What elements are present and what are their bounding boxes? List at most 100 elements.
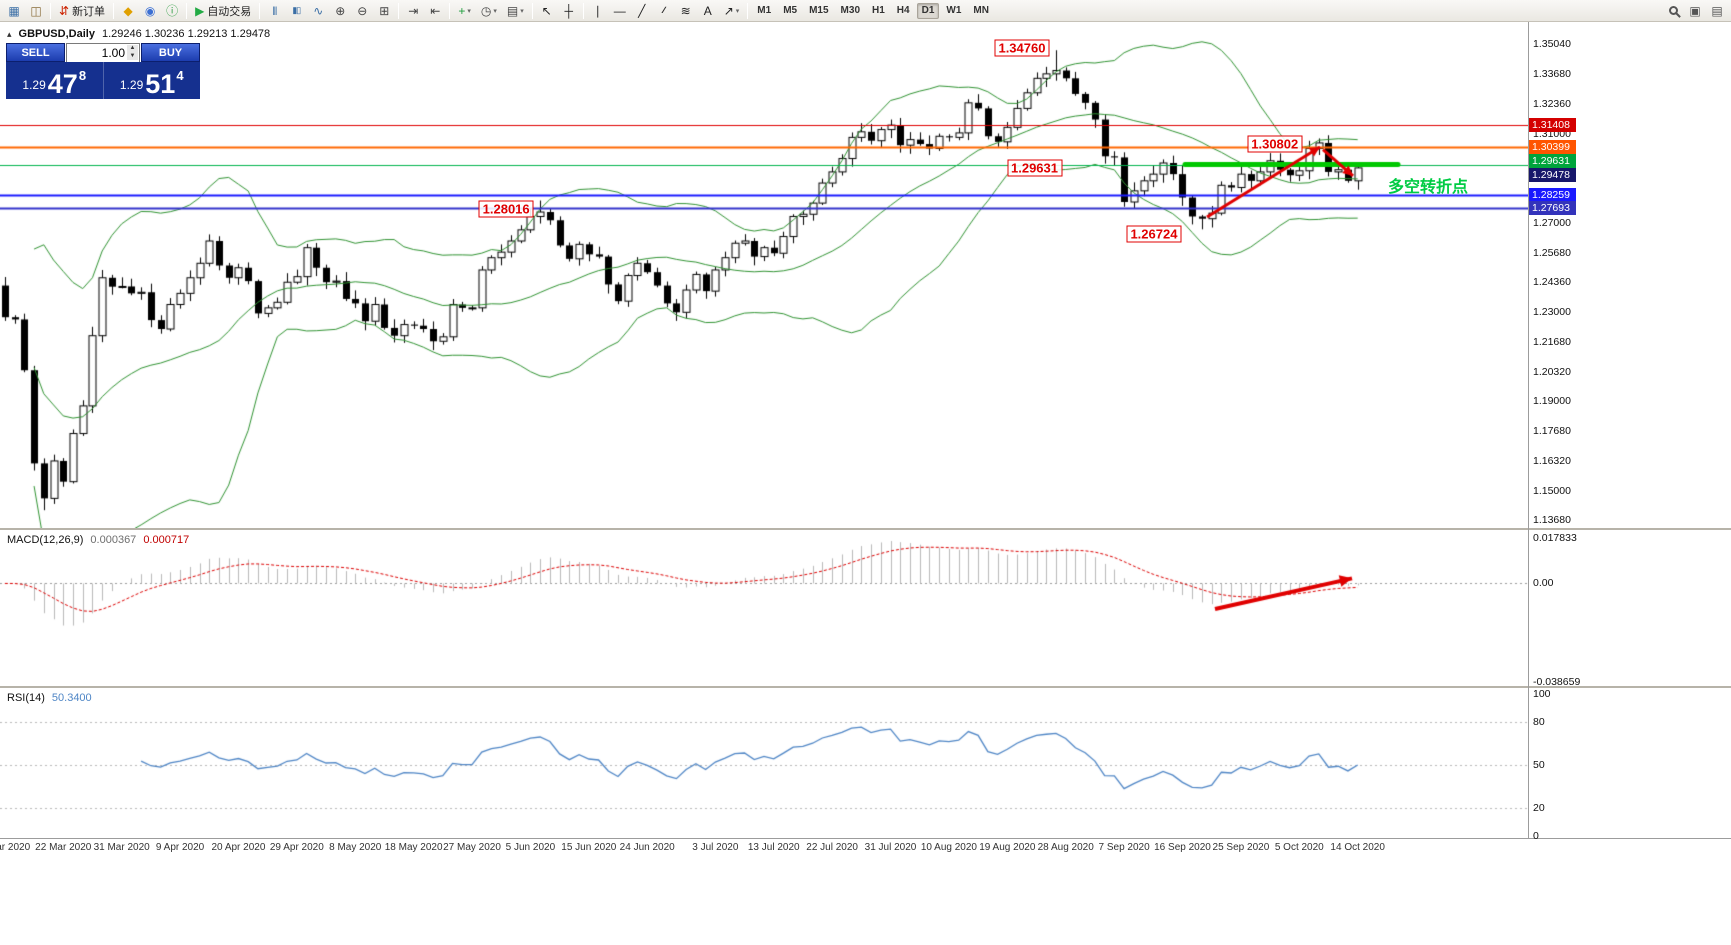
volume-input[interactable]: [67, 44, 139, 62]
buy-price-sup: 4: [176, 68, 184, 83]
buy-button[interactable]: BUY: [141, 43, 200, 62]
auto-scroll-icon[interactable]: ⇥: [403, 2, 423, 20]
periods-icon[interactable]: ◷ ▾: [477, 2, 501, 20]
timeframe-w1[interactable]: W1: [946, 5, 962, 16]
profiles-icon[interactable]: ◫: [26, 2, 46, 20]
rsi-axis-label: 0: [1533, 830, 1539, 842]
search-icon[interactable]: [1663, 2, 1683, 20]
price-axis-tick: 1.15000: [1533, 484, 1571, 497]
zoom-in-icon[interactable]: ⊕: [330, 2, 350, 20]
price-axis-marker: 1.28259: [1529, 188, 1576, 203]
chart-shift-icon[interactable]: ⇤: [425, 2, 445, 20]
timeframe-m15[interactable]: M15: [809, 5, 829, 16]
price-axis-tick: 1.13680: [1533, 514, 1571, 526]
toolbar-separator: [113, 2, 115, 19]
horizontal-line-icon[interactable]: ―: [610, 2, 630, 20]
trendline-icon[interactable]: ╱: [632, 2, 652, 20]
auto-scroll-icon: ⇥: [408, 3, 419, 18]
timeframe-d1[interactable]: D1: [916, 2, 940, 19]
community-icon[interactable]: ◉: [140, 2, 160, 20]
arrows-icon[interactable]: ↗ ▾: [720, 2, 744, 20]
new-order-button: ⇵: [59, 3, 70, 18]
spin-down-icon[interactable]: ▼: [129, 53, 136, 59]
toolbar-separator: [50, 2, 51, 19]
crosshair-icon: ┼: [564, 3, 573, 18]
toolbar-separator: [259, 2, 261, 19]
sell-button[interactable]: SELL: [6, 43, 65, 62]
zoom-in-icon: ⊕: [335, 3, 346, 18]
volume-field: ▲▼: [66, 43, 140, 62]
indicators-icon[interactable]: + ▾: [454, 2, 475, 20]
autotrading-button-label: 自动交易: [207, 5, 252, 18]
bar-chart-icon: |||: [272, 5, 277, 15]
buy-price[interactable]: 1.29 51 4: [102, 62, 201, 99]
macd-indicator-canvas[interactable]: [0, 530, 1528, 686]
price-axis-tick: 1.21680: [1533, 335, 1571, 348]
macd-axis-label: -0.038659: [1533, 676, 1581, 688]
macd-signal-value: 0.000717: [143, 534, 190, 546]
zoom-out-icon: ⊖: [357, 3, 368, 18]
data-window-icon[interactable]: ▤: [1707, 2, 1727, 20]
date-axis-label: 27 May 2020: [443, 842, 501, 853]
sell-price[interactable]: 1.29 47 8: [6, 62, 103, 99]
new-order-button-label: 新订单: [72, 5, 106, 18]
price-axis-tick: 1.20320: [1533, 366, 1571, 379]
help-icon[interactable]: ⓘ: [162, 2, 182, 20]
toolbar-separator: [186, 2, 188, 19]
timeframe-m1[interactable]: M1: [757, 5, 772, 16]
autotrading-button[interactable]: ▶ 自动交易: [191, 2, 255, 20]
date-axis-label: 3 Jul 2020: [692, 842, 739, 853]
bar-chart-icon[interactable]: |||: [264, 2, 284, 20]
date-axis-label: 31 Mar 2020: [93, 842, 150, 853]
sell-price-sup: 8: [78, 68, 87, 83]
volume-spinner[interactable]: ▲ ▼: [127, 45, 138, 60]
rsi-indicator-canvas[interactable]: [0, 688, 1528, 838]
cursor-icon[interactable]: ↖: [537, 2, 557, 20]
panel-separator[interactable]: [0, 686, 1731, 688]
date-axis-label: 2 Mar 2020: [0, 842, 31, 853]
buy-price-prefix: 1.29: [119, 78, 144, 92]
date-axis-label: 29 Apr 2020: [269, 842, 324, 853]
date-axis-label: 13 Jul 2020: [747, 842, 800, 853]
timeframe-mn[interactable]: MN: [973, 5, 989, 16]
rsi-axis-label: 50: [1533, 759, 1545, 771]
spin-up-icon[interactable]: ▲: [129, 45, 136, 51]
panel-separator[interactable]: [0, 528, 1731, 530]
horizontal-line-icon: ―: [613, 3, 626, 18]
price-axis-line: [1528, 22, 1529, 838]
fibonacci-icon[interactable]: ≋: [676, 2, 696, 20]
price-axis-tick: 1.35040: [1533, 38, 1571, 50]
price-axis-tick: 1.32360: [1533, 97, 1571, 110]
toolbar-separator: [449, 2, 451, 19]
rsi-name: RSI(14): [7, 692, 45, 704]
timeframe-h1[interactable]: H1: [872, 5, 885, 16]
chart-window: ▴ GBPUSD,Daily 1.29246 1.30236 1.29213 1…: [0, 22, 1731, 945]
timeframe-m5[interactable]: M5: [783, 5, 798, 16]
channel-icon[interactable]: ∕∕: [654, 2, 674, 20]
profiles-icon: ◫: [30, 3, 42, 18]
sell-price-prefix: 1.29: [22, 78, 46, 92]
chart-title: ▴ GBPUSD,Daily 1.29246 1.30236 1.29213 1…: [7, 28, 270, 40]
timeframe-m30[interactable]: M30: [840, 5, 860, 16]
rsi-axis-label: 80: [1533, 716, 1545, 729]
mql-icon[interactable]: ◆: [118, 2, 138, 20]
toolbar-separator: [582, 2, 584, 19]
new-window-icon[interactable]: ▣: [1685, 2, 1705, 20]
price-axis-marker: 1.29478: [1529, 167, 1576, 182]
main-chart-canvas[interactable]: [0, 22, 1528, 528]
zoom-out-icon[interactable]: ⊖: [352, 2, 372, 20]
tile-windows-icon[interactable]: ⊞: [374, 2, 394, 20]
chart-window-icon: ▴: [7, 28, 12, 39]
templates-icon[interactable]: ▤ ▾: [503, 2, 528, 20]
new-chart-icon[interactable]: ▦: [4, 2, 24, 20]
indicators-icon: +: [458, 3, 466, 18]
price-axis-tick: 1.33680: [1533, 68, 1571, 81]
vertical-line-icon[interactable]: ∣: [588, 2, 608, 20]
crosshair-icon[interactable]: ┼: [559, 2, 579, 20]
line-chart-icon[interactable]: ∿: [308, 2, 328, 20]
text-icon[interactable]: A: [698, 2, 718, 20]
timeframe-h4[interactable]: H4: [896, 5, 910, 16]
candlestick-chart-icon[interactable]: ▮▯: [286, 2, 306, 20]
new-order-button[interactable]: ⇵ 新订单: [55, 2, 109, 20]
